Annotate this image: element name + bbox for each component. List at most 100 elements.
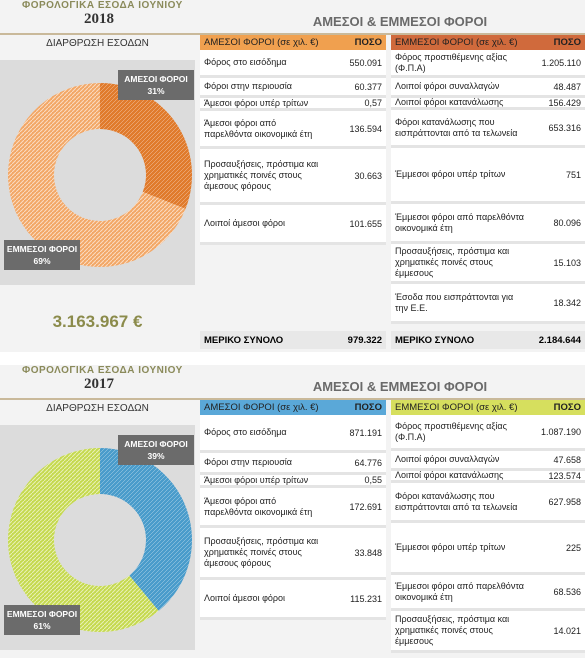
table-row: Λοιποί άμεσοι φόροι 101.655 (200, 205, 386, 245)
row-amount: 1.205.110 (541, 57, 581, 68)
row-name: Λοιποί φόροι κατανάλωσης (395, 98, 504, 107)
row-name: Προσαυξήσεις, πρόστιμα και χρηματικές πο… (395, 246, 510, 278)
row-name: Άμεσοι φόροι υπέρ τρίτων (204, 475, 309, 485)
direct-table: ΑΜΕΣΟΙ ΦΟΡΟΙ (σε χιλ. €) ΠΟΣΟ Φόρος στο ει… (200, 35, 386, 245)
row-amount: 101.655 (349, 218, 382, 229)
row-name: Φόρος στο εισόδημα (204, 427, 287, 437)
table-row: Έμμεσοι φόροι από παρελθόντα οικονομικά … (391, 575, 585, 611)
table-row: Έμμεσοι φόροι από παρελθόντα οικονομικά … (391, 204, 585, 244)
table-row: Φόρος στο εισόδημα 871.191 (200, 415, 386, 453)
row-amount: 33.848 (354, 547, 382, 558)
row-amount: 115.231 (350, 593, 382, 604)
legend-label: ΑΜΕΣΟΙ ΦΟΡΟΙ (124, 74, 188, 84)
heading: ΑΜΕΣΟΙ & ΕΜΜΕΣΟΙ ΦΟΡΟΙ (312, 379, 488, 394)
row-amount: 136.594 (349, 123, 382, 134)
indirect-table: ΕΜΜΕΣΟΙ ΦΟΡΟΙ (σε χιλ. €) ΠΟΣΟ Φόρος προστ… (391, 35, 585, 324)
row-name: Φόροι στην περιουσία (204, 81, 292, 91)
table-row: Φόροι στην περιουσία 60.377 (200, 78, 386, 98)
row-name: Λοιποί άμεσοι φόροι (204, 218, 286, 228)
row-amount: 64.776 (354, 457, 382, 468)
table-row: Προσαυξήσεις, πρόστιμα και χρηματικές πο… (391, 611, 585, 653)
legend-label: ΑΜΕΣΟΙ ΦΟΡΟΙ (124, 439, 188, 449)
legend-label: ΕΜΜΕΣΟΙ ΦΟΡΟΙ (7, 609, 77, 619)
slice (8, 83, 186, 267)
row-amount: 15.103 (553, 257, 581, 268)
table-row: Φόροι στην περιουσία 64.776 (200, 453, 386, 475)
row-name: Έμμεσοι φόροι υπέρ τρίτων (395, 169, 506, 179)
subtotal-label: ΜΕΡΙΚΟ ΣΥΝΟΛΟ (204, 334, 284, 346)
panel-title: ΦΟΡΟΛΟΓΙΚΑ ΕΣΟΔΑ ΙΟΥΝΙΟΥ (22, 0, 183, 11)
table-row: Άμεσοι φόροι από παρελθόντα οικονομικά έ… (200, 488, 386, 528)
panel-title: ΦΟΡΟΛΟΓΙΚΑ ΕΣΟΔΑ ΙΟΥΝΙΟΥ (22, 365, 183, 376)
table-row: Φόροι κατανάλωσης που εισπράττονται από … (391, 483, 585, 523)
row-amount: 627.958 (548, 496, 581, 507)
legend-label: ΕΜΜΕΣΟΙ ΦΟΡΟΙ (7, 244, 77, 254)
heading: ΑΜΕΣΟΙ & ΕΜΜΕΣΟΙ ΦΟΡΟΙ (312, 14, 488, 29)
table-row: Λοιποί άμεσοι φόροι 115.231 (200, 580, 386, 620)
chart-box: ΑΜΕΣΟΙ ΦΟΡΟΙ 31% ΕΜΜΕΣΟΙ ΦΟΡΟΙ 69% (0, 60, 195, 285)
row-amount: 0,57 (364, 98, 382, 108)
row-amount: 1.087.190 (540, 426, 581, 437)
row-name: Φόροι στην περιουσία (204, 457, 292, 467)
subtotal: ΜΕΡΙΚΟ ΣΥΝΟΛΟ 2.184.644 (391, 331, 585, 349)
header-name: ΑΜΕΣΟΙ ΦΟΡΟΙ (σε χιλ. €) (204, 402, 319, 413)
row-amount: 123.574 (548, 471, 581, 481)
panel: ΦΟΡΟΛΟΓΙΚΑ ΕΣΟΔΑ ΙΟΥΝΙΟΥ 2017 ΑΜΕΣΟΙ & ΕΜΜ… (0, 365, 585, 658)
table-header: ΕΜΜΕΣΟΙ ΦΟΡΟΙ (σε χιλ. €) ΠΟΣΟ (391, 400, 585, 415)
table-row: Λοιποί φόροι συναλλαγών 47.658 (391, 451, 585, 471)
row-name: Προσαυξήσεις, πρόστιμα και χρηματικές πο… (204, 159, 319, 191)
row-name: Φόρος προστιθέμενης αξίας (Φ.Π.Α) (395, 420, 507, 442)
row-amount: 80.096 (553, 217, 581, 228)
row-amount: 47.658 (553, 454, 581, 465)
row-name: Λοιποί άμεσοι φόροι (204, 593, 286, 603)
table-row: Άμεσοι φόροι από παρελθόντα οικονομικά έ… (200, 111, 386, 149)
value-label: 69% (33, 256, 50, 266)
header-amount: ΠΟΣΟ (354, 37, 382, 48)
table-header: ΕΜΜΕΣΟΙ ΦΟΡΟΙ (σε χιλ. €) ΠΟΣΟ (391, 35, 585, 50)
row-amount: 172.691 (349, 501, 382, 512)
row-name: Φόροι κατανάλωσης που εισπράττονται από … (395, 116, 518, 138)
row-name: Λοιποί φόροι κατανάλωσης (395, 471, 504, 480)
label-box (4, 605, 80, 635)
table-row: Έμμεσοι φόροι υπέρ τρίτων 225 (391, 523, 585, 575)
donut-chart: ΑΜΕΣΟΙ ΦΟΡΟΙ 31% ΕΜΜΕΣΟΙ ΦΟΡΟΙ 69% (4, 70, 194, 270)
value-label: 31% (147, 86, 164, 96)
row-name: Λοιποί φόροι συναλλαγών (395, 81, 500, 91)
row-name: Έμμεσοι φόροι υπέρ τρίτων (395, 542, 506, 552)
row-amount: 18.342 (553, 297, 581, 308)
subtotal-amount: 2.184.644 (538, 334, 581, 346)
row-name: Φόροι κατανάλωσης που εισπράττονται από … (395, 490, 518, 512)
row-name: Έσοδα που εισπράττονται για την Ε.Ε. (395, 291, 514, 313)
table-row: Προσαυξήσεις, πρόστιμα και χρηματικές πο… (200, 149, 386, 205)
table-header: ΑΜΕΣΟΙ ΦΟΡΟΙ (σε χιλ. €) ΠΟΣΟ (200, 35, 386, 50)
row-amount: 156.429 (548, 98, 581, 108)
header-amount: ΠΟΣΟ (553, 402, 581, 413)
table-row: Φόρος προστιθέμενης αξίας (Φ.Π.Α) 1.087.1… (391, 415, 585, 451)
table-row: Έσοδα που εισπράττονται για την Ε.Ε. 18.3… (391, 284, 585, 324)
table-row: Έμμεσοι φόροι υπέρ τρίτων 751 (391, 148, 585, 204)
row-amount: 0,55 (364, 475, 382, 485)
year: 2018 (84, 11, 114, 27)
panel: ΦΟΡΟΛΟΓΙΚΑ ΕΣΟΔΑ ΙΟΥΝΙΟΥ 2018 ΑΜΕΣΟΙ & ΕΜΜ… (0, 0, 585, 352)
label-box (4, 240, 80, 270)
row-name: Άμεσοι φόροι από παρελθόντα οικονομικά έ… (204, 495, 313, 517)
direct-table: ΑΜΕΣΟΙ ΦΟΡΟΙ (σε χιλ. €) ΠΟΣΟ Φόρος στο ει… (200, 400, 386, 620)
table-row: Φόροι κατανάλωσης που εισπράττονται από … (391, 110, 585, 148)
row-name: Έμμεσοι φόροι από παρελθόντα οικονομικά … (395, 211, 524, 233)
row-name: Άμεσοι φόροι από παρελθόντα οικονομικά έ… (204, 117, 313, 139)
indirect-table: ΕΜΜΕΣΟΙ ΦΟΡΟΙ (σε χιλ. €) ΠΟΣΟ Φόρος προστ… (391, 400, 585, 653)
row-amount: 751 (565, 169, 581, 180)
row-amount: 550.091 (349, 57, 382, 68)
subtotal-amount: 979.322 (347, 334, 382, 346)
row-name: Προσαυξήσεις, πρόστιμα και χρηματικές πο… (395, 614, 510, 646)
header-name: ΕΜΜΕΣΟΙ ΦΟΡΟΙ (σε χιλ. €) (395, 402, 518, 413)
table-row: Προσαυξήσεις, πρόστιμα και χρηματικές πο… (391, 244, 585, 284)
subtotal: ΜΕΡΙΚΟ ΣΥΝΟΛΟ 979.322 (200, 331, 386, 349)
table-row: Προσαυξήσεις, πρόστιμα και χρηματικές πο… (200, 528, 386, 580)
chart-box: ΑΜΕΣΟΙ ΦΟΡΟΙ 39% ΕΜΜΕΣΟΙ ΦΟΡΟΙ 61% (0, 425, 195, 650)
row-amount: 871.191 (349, 427, 382, 438)
chart-title: ΔΙΑΡΘΡΩΣΗ ΕΣΟΔΩΝ (46, 38, 149, 49)
total: 3.163.967 € (52, 312, 143, 331)
value-label: 61% (33, 621, 50, 631)
row-name: Φόρος στο εισόδημα (204, 57, 287, 67)
